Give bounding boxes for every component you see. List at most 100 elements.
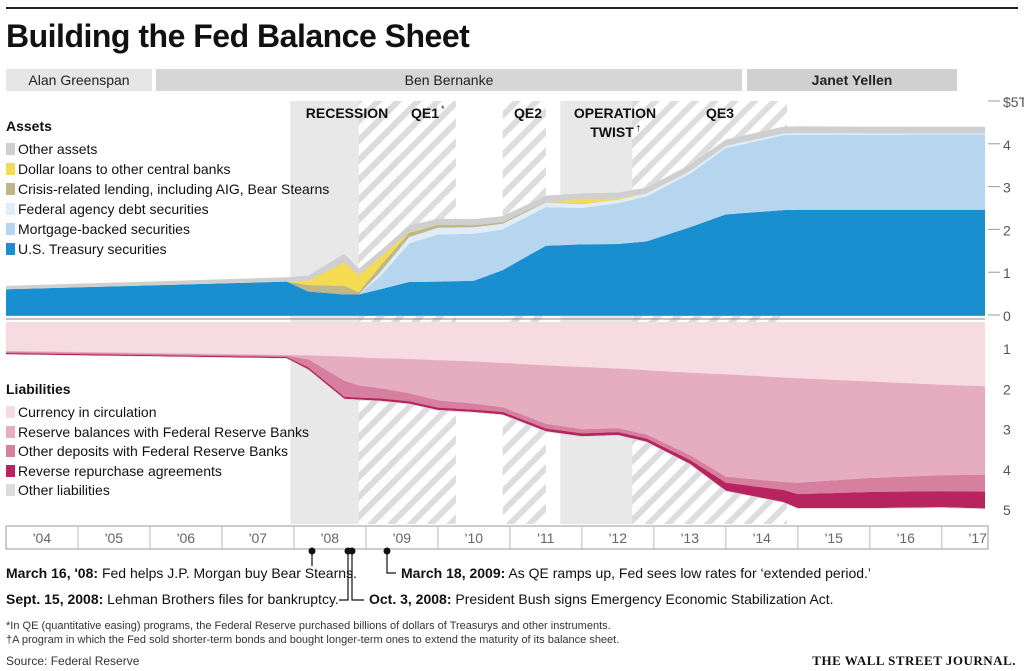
legend-swatch	[6, 143, 15, 155]
period-label-line1: OPERATION	[574, 105, 656, 121]
x-tick-label: '05	[105, 530, 123, 546]
legend-item: Other assets	[6, 140, 97, 158]
legend-swatch	[6, 445, 15, 457]
period-label: RECESSION	[306, 105, 388, 121]
legend-item: Reserve balances with Federal Reserve Ba…	[6, 423, 309, 441]
legend-item: Dollar loans to other central banks	[6, 160, 230, 178]
legend-swatch	[6, 203, 15, 215]
x-tick-label: '17	[969, 530, 987, 546]
event-leader	[386, 551, 396, 574]
event-lehman: Sept. 15, 2008: Lehman Brothers files fo…	[6, 591, 339, 607]
top-rule	[6, 7, 1018, 9]
x-tick-label: '10	[465, 530, 483, 546]
liability-series-other-deposits-with-federal-reserve-banks	[6, 351, 985, 495]
x-tick-label: '04	[33, 530, 51, 546]
event-text: As QE ramps up, Fed sees low rates for ‘…	[508, 565, 872, 581]
x-tick-label: '06	[177, 530, 195, 546]
legend-swatch	[6, 484, 15, 496]
legend-swatch	[6, 243, 15, 255]
event-date: March 18, 2009:	[401, 565, 506, 581]
event-text: President Bush signs Emergency Economic …	[455, 591, 834, 607]
legend-item: Other liabilities	[6, 481, 110, 499]
legend-label: Crisis-related lending, including AIG, B…	[18, 181, 330, 197]
asset-y-tick-label: $5T	[1003, 94, 1024, 110]
event-date: March 16, '08:	[6, 565, 99, 581]
legend-label: Federal agency debt securities	[18, 201, 209, 217]
footnote-twist: †A program in which the Fed sold shorter…	[6, 634, 620, 646]
x-tick-label: '16	[897, 530, 915, 546]
assets-heading: Assets	[6, 118, 52, 134]
asset-series-u-s-treasury-securities	[6, 209, 985, 315]
event-date: Oct. 3, 2008:	[369, 591, 452, 607]
liability-series-reverse-repurchase-agreements	[6, 353, 985, 509]
legend-label: Other assets	[18, 141, 98, 157]
legend-swatch	[6, 406, 15, 418]
x-tick-label: '08	[321, 530, 339, 546]
asset-y-tick-label: 4	[1003, 137, 1011, 153]
x-tick-label: '13	[681, 530, 699, 546]
period-labels: RECESSION QE1 * QE2 OPERATION TWIST † QE3	[306, 104, 734, 140]
legend-label: Currency in circulation	[18, 404, 157, 420]
period-footnote-mark: *	[441, 104, 445, 114]
asset-areas	[6, 126, 985, 315]
period-label: QE3	[706, 105, 734, 121]
liability-y-tick-label: 3	[1003, 422, 1011, 438]
legend-label: Reverse repurchase agreements	[18, 462, 222, 479]
legend-swatch	[6, 223, 15, 235]
x-tick-label: '14	[753, 530, 771, 546]
publisher-logo: THE WALL STREET JOURNAL.	[812, 653, 1016, 668]
asset-y-tick-label: 3	[1003, 180, 1011, 196]
legend-item: Reverse repurchase agreements	[6, 462, 222, 480]
event-eesa: Oct. 3, 2008: President Bush signs Emerg…	[369, 591, 834, 607]
legend-swatch	[6, 464, 15, 477]
asset-y-tick-label: 2	[1003, 222, 1011, 238]
legend-swatch	[6, 183, 15, 195]
legend-swatch	[6, 163, 15, 175]
liability-y-tick-label: 4	[1003, 462, 1011, 478]
x-axis-box	[5, 525, 989, 550]
liability-areas	[6, 322, 985, 510]
legend-item: U.S. Treasury securities	[6, 240, 167, 258]
liability-y-tick-label: 2	[1003, 381, 1011, 397]
event-leader	[351, 551, 364, 601]
liability-series-reserve-balances-with-federal-reserve-banks	[6, 350, 985, 483]
source-note: Source: Federal Reserve	[6, 654, 140, 668]
liability-series-currency-in-circulation	[6, 322, 985, 387]
legend-item: Crisis-related lending, including AIG, B…	[6, 180, 329, 198]
legend-label: Reserve balances with Federal Reserve Ba…	[18, 423, 310, 440]
chart-title: Building the Fed Balance Sheet	[6, 18, 470, 54]
event-date: Sept. 15, 2008:	[6, 591, 104, 607]
legend-item: Federal agency debt securities	[6, 200, 209, 218]
legend-label: U.S. Treasury securities	[18, 241, 167, 257]
x-tick-label: '11	[537, 530, 554, 546]
era-bernanke: Ben Bernanke	[156, 69, 742, 91]
legend-label: Other liabilities	[18, 482, 110, 498]
period-label: QE1	[411, 105, 439, 121]
legend-swatch	[6, 425, 15, 438]
era-yellen: Janet Yellen	[747, 69, 957, 91]
event-bear-stearns: March 16, '08: Fed helps J.P. Morgan buy…	[6, 565, 357, 581]
gridlines	[6, 100, 1000, 320]
period-label-line2: TWIST	[590, 124, 634, 140]
legend-item: Currency in circulation	[6, 403, 157, 421]
event-markers	[308, 547, 396, 601]
x-tick-label: '09	[393, 530, 411, 546]
event-text: Fed helps J.P. Morgan buy Bear Stearns.	[101, 565, 357, 581]
asset-y-tick-label: 0	[1003, 308, 1011, 324]
x-tick-label: '12	[609, 530, 627, 546]
period-footnote-mark: †	[636, 124, 640, 133]
x-axis: '04 '05 '06 '07 '08 '09 '10 '11 '12 '13 '14 '15 '16 '…	[5, 525, 989, 550]
liability-y-tick-label: 5	[1003, 502, 1011, 518]
legend-item: Mortgage-backed securities	[6, 220, 190, 238]
asset-series-mortgage-backed-securities	[6, 134, 985, 295]
event-qe-ramp: March 18, 2009: As QE ramps up, Fed sees…	[401, 565, 871, 581]
liability-y-tick-label: 1	[1003, 341, 1011, 357]
legend-item: Other deposits with Federal Reserve Bank…	[6, 442, 288, 460]
footnote-qe: *In QE (quantitative easing) programs, t…	[6, 620, 611, 632]
period-label: QE2	[514, 105, 542, 121]
x-tick-label: '15	[825, 530, 843, 546]
y-axis-ticks: $5T 4 3 2 1 0 1 2 3 4 5	[1003, 94, 1024, 518]
era-greenspan: Alan Greenspan	[6, 69, 152, 91]
legend-label: Other deposits with Federal Reserve Bank…	[18, 443, 289, 459]
